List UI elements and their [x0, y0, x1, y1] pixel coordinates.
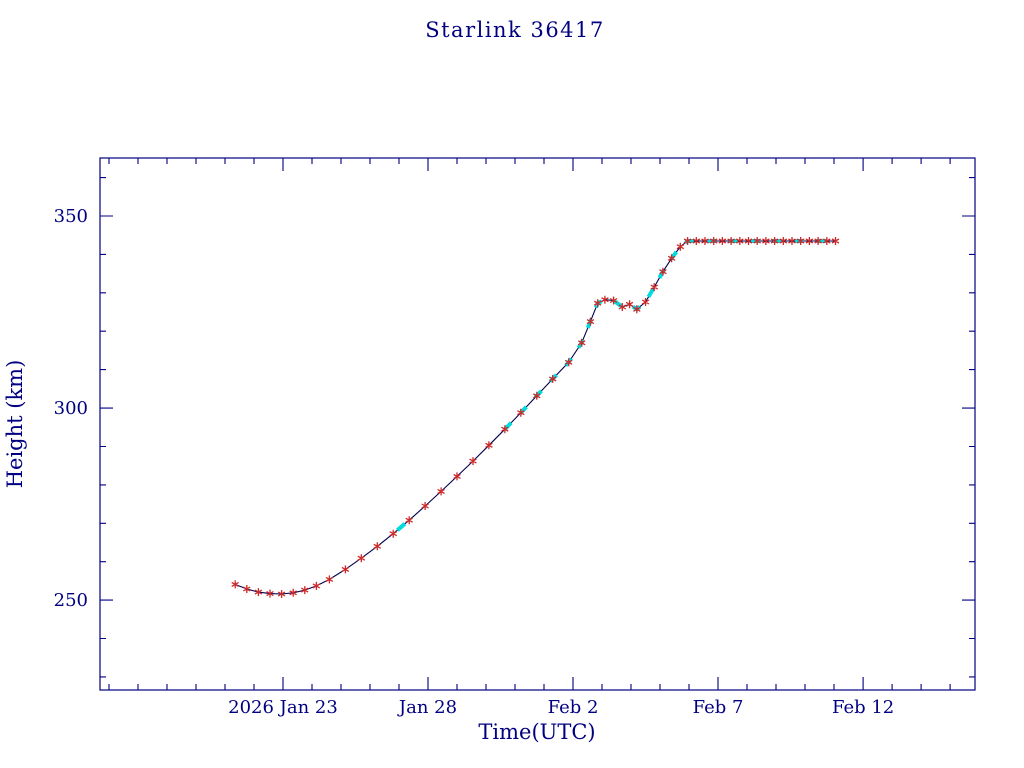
height-line: [234, 240, 836, 595]
y-tick-label: 350: [54, 206, 88, 227]
x-tick-label: 2026 Jan 23: [228, 697, 338, 718]
axis-ticks: [100, 158, 975, 690]
y-axis-label: Height (km): [3, 360, 27, 489]
x-tick-label: Jan 28: [397, 697, 457, 718]
cyan-overlay-segment: [396, 522, 407, 532]
x-axis-label: Time(UTC): [478, 720, 595, 744]
y-tick-label: 300: [54, 398, 88, 419]
plot-frame: [99, 157, 976, 691]
x-tick-label: Feb 7: [693, 697, 744, 718]
chart-title: Starlink 36417: [425, 18, 605, 42]
asterisk-data-markers: [231, 237, 840, 598]
y-tick-label: 250: [54, 590, 88, 611]
x-tick-label: Feb 12: [832, 697, 894, 718]
x-tick-label: Feb 2: [548, 697, 599, 718]
cyan-dashed-overlay: [503, 239, 836, 431]
plot-area: 2026 Jan 23 Jan 28 Feb 2 Feb 7 Feb 12 250 300 3…: [54, 157, 976, 718]
